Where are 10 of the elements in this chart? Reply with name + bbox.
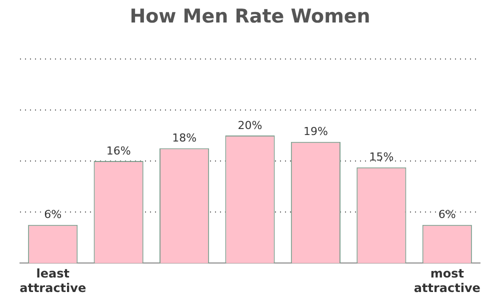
x-tick-label: most attractive	[414, 266, 480, 295]
data-label: 19%	[303, 125, 328, 138]
data-label: 15%	[369, 150, 394, 164]
data-label: 6%	[44, 208, 62, 222]
chart-title: How Men Rate Women	[130, 5, 370, 28]
data-label: 6%	[438, 208, 456, 222]
x-tick-label: least attractive	[20, 266, 86, 295]
data-label: 16%	[106, 144, 131, 158]
data-label: 20%	[238, 118, 262, 132]
data-label: 18%	[172, 132, 197, 145]
